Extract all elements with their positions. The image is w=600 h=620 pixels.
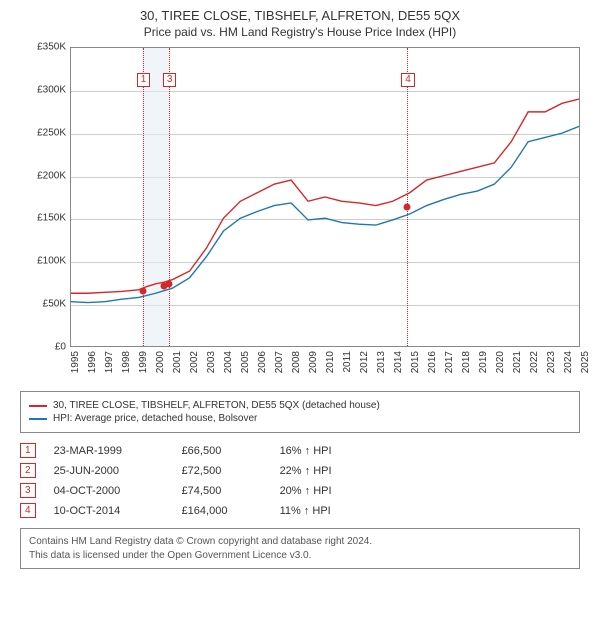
marker-label: 4 [401,73,415,87]
legend-label: HPI: Average price, detached house, Bols… [53,413,257,424]
x-axis-tick: 2001 [172,351,183,373]
footer-line-2: This data is licensed under the Open Gov… [29,549,571,563]
x-axis-tick: 1997 [104,351,115,373]
y-axis-tick: £200K [37,170,66,181]
sale-date: 04-OCT-2000 [54,485,164,497]
x-axis-tick: 2006 [257,351,268,373]
y-axis-tick: £350K [37,42,66,53]
sale-row: 3 04-OCT-2000 £74,500 20% ↑ HPI [20,483,580,498]
y-axis-tick: £250K [37,127,66,138]
x-axis-tick: 1999 [138,351,149,373]
sale-marker [404,204,411,211]
x-axis-tick: 2023 [546,351,557,373]
x-axis-tick: 2005 [240,351,251,373]
sale-date: 10-OCT-2014 [54,505,164,517]
sales-table: 1 23-MAR-1999 £66,500 16% ↑ HPI 2 25-JUN-2000… [20,443,580,518]
legend-swatch [29,418,47,420]
x-axis-tick: 2020 [495,351,506,373]
x-axis-tick: 2016 [427,351,438,373]
x-axis-tick: 2004 [223,351,234,373]
sale-pct: 20% ↑ HPI [280,485,370,497]
sale-number: 4 [20,503,36,518]
y-axis-tick: £50K [43,299,66,310]
sale-row: 2 25-JUN-2000 £72,500 22% ↑ HPI [20,463,580,478]
chart-subtitle: Price paid vs. HM Land Registry's House … [20,25,580,39]
x-axis-tick: 2003 [206,351,217,373]
sale-price: £66,500 [182,445,262,457]
sale-row: 1 23-MAR-1999 £66,500 16% ↑ HPI [20,443,580,458]
legend-item: HPI: Average price, detached house, Bols… [29,413,571,424]
x-axis-tick: 2024 [563,351,574,373]
chart: £0£50K£100K£150K£200K£250K£300K£350K 134… [20,47,580,387]
legend-label: 30, TIREE CLOSE, TIBSHELF, ALFRETON, DE5… [53,400,380,411]
sale-marker [165,281,172,288]
x-axis-tick: 2012 [359,351,370,373]
x-axis-tick: 2021 [512,351,523,373]
x-axis-tick: 2009 [308,351,319,373]
y-axis-tick: £150K [37,213,66,224]
x-axis-tick: 2025 [580,351,591,373]
sale-pct: 11% ↑ HPI [280,505,370,517]
x-axis-tick: 2015 [410,351,421,373]
sale-date: 23-MAR-1999 [54,445,164,457]
x-axis-tick: 1996 [87,351,98,373]
legend: 30, TIREE CLOSE, TIBSHELF, ALFRETON, DE5… [20,391,580,433]
x-axis-tick: 2018 [461,351,472,373]
x-axis-tick: 1998 [121,351,132,373]
sale-number: 3 [20,483,36,498]
chart-title: 30, TIREE CLOSE, TIBSHELF, ALFRETON, DE5… [20,8,580,23]
x-axis-tick: 2022 [529,351,540,373]
x-axis-tick: 2002 [189,351,200,373]
x-axis-tick: 2013 [376,351,387,373]
legend-swatch [29,405,47,407]
series-line-property [71,99,579,293]
sale-price: £164,000 [182,505,262,517]
x-axis-tick: 2010 [325,351,336,373]
x-axis-tick: 1995 [70,351,81,373]
legend-item: 30, TIREE CLOSE, TIBSHELF, ALFRETON, DE5… [29,400,571,411]
footer-attribution: Contains HM Land Registry data © Crown c… [20,528,580,569]
marker-label: 3 [163,73,177,87]
x-axis-tick: 2017 [444,351,455,373]
sale-date: 25-JUN-2000 [54,465,164,477]
x-axis-tick: 2014 [393,351,404,373]
sale-marker [139,288,146,295]
sale-price: £72,500 [182,465,262,477]
x-axis-tick: 2011 [342,351,353,373]
footer-line-1: Contains HM Land Registry data © Crown c… [29,535,571,549]
sale-row: 4 10-OCT-2014 £164,000 11% ↑ HPI [20,503,580,518]
x-axis-tick: 2008 [291,351,302,373]
y-axis-tick: £100K [37,256,66,267]
x-axis-tick: 2007 [274,351,285,373]
marker-label: 1 [137,73,151,87]
sale-pct: 16% ↑ HPI [280,445,370,457]
y-axis-tick: £300K [37,84,66,95]
x-axis-tick: 2019 [478,351,489,373]
y-axis-tick: £0 [55,342,66,353]
sale-number: 2 [20,463,36,478]
sale-price: £74,500 [182,485,262,497]
sale-number: 1 [20,443,36,458]
sale-pct: 22% ↑ HPI [280,465,370,477]
x-axis-tick: 2000 [155,351,166,373]
